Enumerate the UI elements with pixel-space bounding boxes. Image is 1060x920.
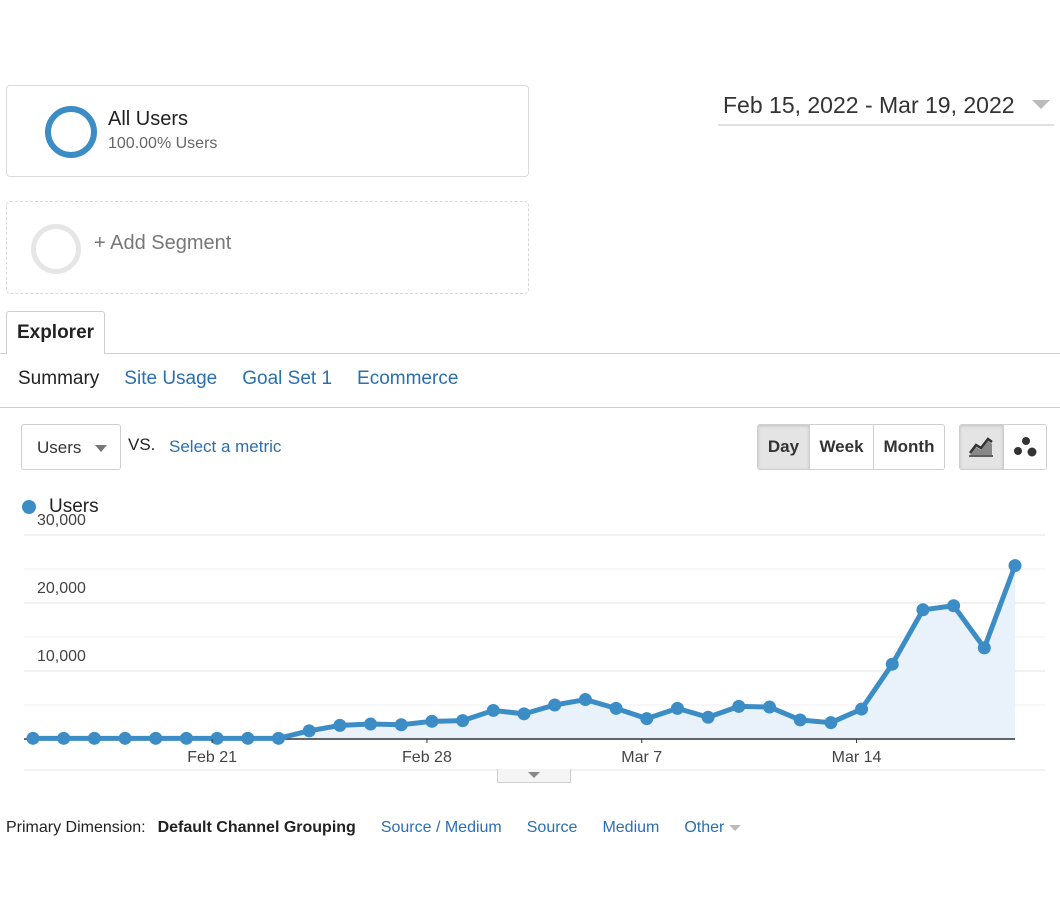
primary-dimension-current: Default Channel Grouping: [157, 819, 356, 836]
x-tick-label: Mar 7: [621, 749, 662, 766]
data-point: [824, 716, 838, 730]
primary-dimension-bar: Primary Dimension: Default Channel Group…: [6, 819, 742, 837]
data-point: [793, 713, 807, 727]
y-tick-label: 20,000: [37, 580, 86, 597]
data-point: [272, 731, 285, 745]
subtab-summary[interactable]: Summary: [18, 368, 100, 389]
segment-subtitle: 100.00% Users: [108, 135, 218, 152]
data-point: [517, 707, 531, 721]
subtab-site-usage[interactable]: Site Usage: [124, 368, 218, 389]
period-month-button[interactable]: Month: [874, 425, 944, 469]
data-point: [118, 731, 132, 745]
motion-chart-button[interactable]: [1003, 425, 1046, 469]
primary-dimension-label: Primary Dimension:: [6, 819, 146, 836]
data-point: [670, 701, 684, 715]
metric-select[interactable]: Users: [21, 424, 121, 470]
tab-divider: [0, 353, 1060, 354]
data-point: [87, 731, 101, 745]
data-point: [241, 731, 255, 745]
explorer-subtabs: Summary Site Usage Goal Set 1 Ecommerce: [18, 368, 483, 396]
data-point: [210, 731, 224, 745]
line-chart-icon: [969, 437, 994, 457]
data-point: [947, 599, 961, 613]
data-point: [394, 718, 408, 732]
motion-chart-icon: [1013, 437, 1037, 457]
caret-down-icon: [729, 825, 742, 831]
dimension-other-dropdown[interactable]: Other: [684, 819, 742, 837]
data-point: [609, 701, 623, 715]
data-point: [26, 731, 40, 745]
metric-selected-value: Users: [37, 438, 82, 457]
x-tick-label: Mar 14: [832, 749, 882, 766]
segment-ring-icon: [45, 106, 97, 158]
y-tick-label: 10,000: [37, 648, 86, 665]
y-tick-label: 30,000: [37, 512, 86, 529]
add-segment-label: + Add Segment: [94, 232, 232, 254]
x-tick-label: Feb 21: [187, 749, 237, 766]
empty-segment-ring-icon: [31, 224, 81, 274]
dimension-medium-link[interactable]: Medium: [602, 819, 660, 836]
data-point: [885, 657, 899, 671]
caret-down-icon: [95, 445, 107, 452]
data-point: [640, 712, 654, 726]
data-point: [701, 710, 715, 724]
chart-collapse-handle[interactable]: [497, 769, 571, 783]
data-point: [1008, 559, 1022, 573]
legend-users-label: Users: [49, 496, 99, 517]
data-point: [57, 731, 71, 745]
data-point: [578, 693, 592, 707]
data-point: [486, 703, 500, 717]
data-point: [977, 641, 991, 655]
area-fill: [33, 565, 1015, 739]
data-point: [456, 714, 470, 728]
vs-label: VS.: [128, 435, 156, 454]
legend-users-dot: [22, 500, 36, 514]
x-tick-label: Feb 28: [402, 749, 452, 766]
caret-down-icon: [528, 772, 540, 778]
caret-down-icon: [1032, 100, 1050, 109]
period-week-button[interactable]: Week: [810, 425, 874, 469]
dimension-other-label: Other: [684, 819, 725, 836]
segment-all-users[interactable]: All Users 100.00% Users: [6, 85, 529, 177]
period-day-button[interactable]: Day: [758, 425, 810, 469]
select-metric-link[interactable]: Select a metric: [169, 437, 282, 456]
subtab-divider: [0, 407, 1060, 408]
dimension-source-medium-link[interactable]: Source / Medium: [380, 819, 502, 836]
data-point: [548, 698, 562, 712]
date-range-text: Feb 15, 2022 - Mar 19, 2022: [723, 92, 1015, 118]
dimension-source-link[interactable]: Source: [526, 819, 578, 836]
data-point: [763, 700, 776, 714]
data-point: [302, 724, 316, 738]
subtab-goal-set-1[interactable]: Goal Set 1: [242, 368, 333, 389]
add-segment-button[interactable]: + Add Segment: [6, 201, 529, 294]
chart-type-toggle: [959, 424, 1047, 470]
data-point: [149, 731, 163, 745]
subtab-ecommerce[interactable]: Ecommerce: [357, 368, 459, 389]
segment-name: All Users: [108, 108, 189, 130]
data-point: [916, 603, 930, 617]
tab-explorer[interactable]: Explorer: [6, 311, 105, 354]
users-line-chart: 10,000 20,000 30,000 Feb 21 Feb 28 Mar 7 Mar 1…: [24, 512, 1045, 771]
data-point: [333, 718, 347, 732]
data-point: [425, 714, 439, 728]
line-chart-button[interactable]: [960, 425, 1004, 469]
data-point: [179, 731, 193, 745]
period-toggle: Day Week Month: [757, 424, 945, 470]
data-point: [732, 699, 746, 713]
data-point: [364, 717, 378, 731]
date-range-picker[interactable]: Feb 15, 2022 - Mar 19, 2022: [718, 88, 1054, 126]
data-point: [855, 702, 869, 716]
